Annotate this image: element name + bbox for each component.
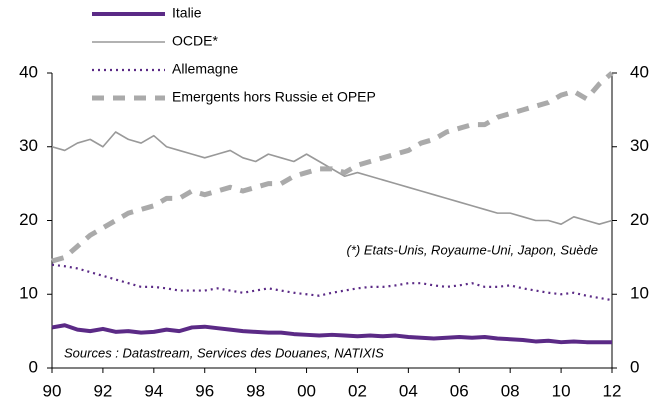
- x-tick-label: 04: [399, 381, 418, 400]
- x-tick-label: 02: [348, 381, 367, 400]
- series-line: [51, 263, 613, 302]
- x-tick-label: 08: [501, 381, 520, 400]
- x-tick-label: 96: [195, 381, 214, 400]
- legend-label: Italie: [172, 5, 202, 21]
- series-line: [51, 131, 613, 225]
- series-line: [51, 71, 614, 264]
- y2-tick-label: 10: [630, 284, 649, 303]
- x-tick-label: 10: [552, 381, 571, 400]
- y2-tick-label: 20: [630, 210, 649, 229]
- annotation: Sources : Datastream, Services des Douan…: [64, 345, 384, 360]
- legend-label: OCDE*: [172, 33, 218, 49]
- x-tick-label: 92: [93, 381, 112, 400]
- x-tick-label: 90: [43, 381, 62, 400]
- y-tick-label: 10: [19, 284, 38, 303]
- x-tick-label: 12: [603, 381, 622, 400]
- legend-label: Allemagne: [172, 61, 238, 77]
- x-tick-label: 06: [450, 381, 469, 400]
- y-tick-label: 40: [19, 62, 38, 81]
- x-tick-label: 00: [297, 381, 316, 400]
- series-line: [51, 323, 612, 345]
- x-tick-label: 98: [246, 381, 265, 400]
- y2-tick-label: 30: [630, 136, 649, 155]
- legend-label: Emergents hors Russie et OPEP: [172, 89, 376, 105]
- y-tick-label: 0: [29, 357, 38, 376]
- y2-tick-label: 0: [630, 357, 639, 376]
- y2-tick-label: 40: [630, 62, 649, 81]
- y-tick-label: 30: [19, 136, 38, 155]
- y-tick-label: 20: [19, 210, 38, 229]
- x-tick-label: 94: [144, 381, 163, 400]
- annotation: (*) Etats-Unis, Royaume-Uni, Japon, Suèd…: [347, 242, 598, 257]
